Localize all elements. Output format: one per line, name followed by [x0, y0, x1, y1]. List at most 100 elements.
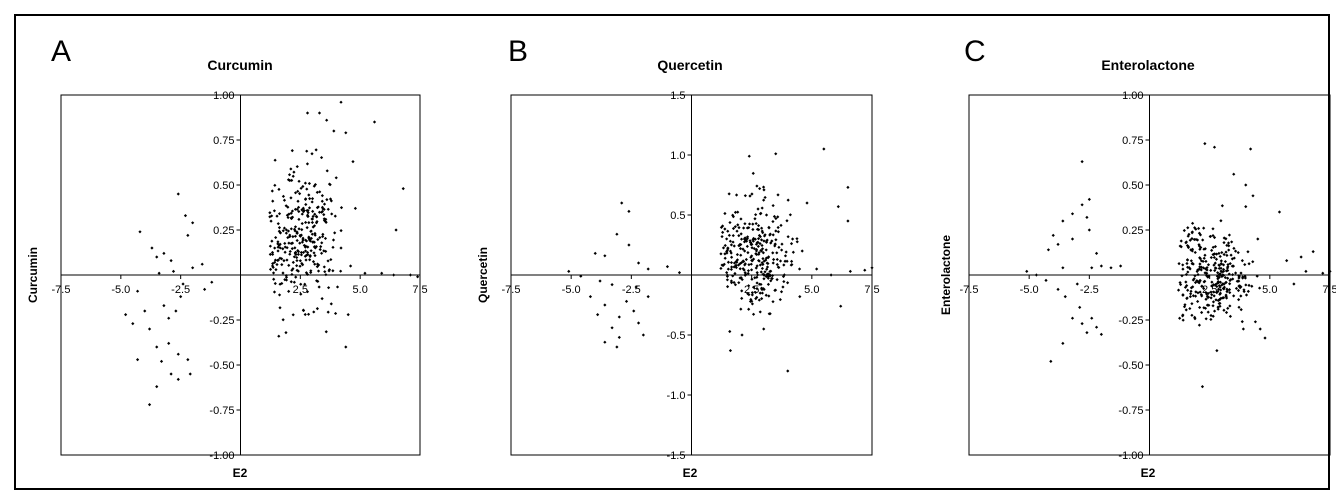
data-point	[278, 282, 282, 286]
data-point	[782, 279, 786, 284]
data-point	[1196, 273, 1200, 277]
data-point	[311, 260, 316, 264]
data-point	[738, 267, 742, 271]
data-point	[791, 250, 795, 254]
data-point	[318, 235, 322, 240]
data-point	[1226, 268, 1230, 273]
data-point	[282, 226, 287, 230]
data-point	[318, 247, 322, 252]
data-point	[736, 263, 741, 267]
data-point	[320, 194, 324, 198]
data-point	[759, 238, 764, 242]
data-point	[392, 273, 396, 277]
data-point	[1243, 262, 1247, 267]
data-point	[291, 234, 295, 239]
data-point	[1235, 279, 1239, 283]
data-point	[1241, 275, 1245, 279]
data-point	[1204, 259, 1208, 263]
data-point	[1221, 269, 1226, 274]
x-tick-label: -2.5	[1080, 284, 1099, 296]
data-point	[1214, 257, 1219, 261]
data-point	[1078, 305, 1082, 309]
data-point	[273, 158, 277, 162]
data-point	[300, 212, 304, 216]
data-point	[135, 358, 140, 362]
data-point	[1216, 271, 1220, 275]
data-point	[756, 207, 760, 211]
data-point	[1285, 259, 1289, 263]
data-point	[719, 225, 724, 229]
data-point	[1224, 310, 1229, 315]
data-point	[646, 295, 650, 299]
data-point	[761, 257, 765, 261]
data-point	[764, 274, 768, 279]
data-point	[285, 258, 289, 262]
x-tick-label: -2.5	[622, 284, 641, 296]
data-point	[309, 270, 313, 275]
x-axis-label: E2	[233, 466, 248, 480]
data-point	[1233, 249, 1238, 253]
data-point	[1236, 250, 1240, 255]
data-point	[1193, 294, 1198, 298]
data-point	[805, 201, 809, 205]
data-point	[733, 210, 738, 214]
data-point	[278, 231, 283, 235]
data-point	[304, 244, 308, 248]
data-point	[285, 246, 289, 250]
data-point	[313, 262, 317, 266]
y-axis-label: Quercetin	[476, 247, 490, 303]
data-point	[738, 276, 742, 280]
data-point	[1256, 237, 1260, 241]
data-point	[1207, 274, 1211, 278]
data-point	[1222, 273, 1226, 277]
data-point	[846, 219, 850, 223]
data-point	[759, 249, 764, 253]
data-point	[275, 214, 279, 218]
data-point	[722, 262, 726, 266]
data-point	[728, 329, 732, 334]
data-point	[1222, 241, 1226, 245]
data-point	[777, 245, 781, 249]
data-point	[1182, 228, 1186, 233]
data-point	[755, 271, 759, 275]
data-point	[281, 229, 285, 233]
data-point	[321, 232, 325, 236]
data-point	[1207, 303, 1211, 307]
data-point	[1191, 278, 1195, 282]
data-point	[299, 186, 303, 190]
data-point	[728, 220, 732, 225]
data-point	[1178, 316, 1182, 320]
data-point	[754, 297, 758, 301]
data-point	[290, 178, 294, 182]
data-point	[731, 215, 735, 219]
data-point	[1203, 306, 1208, 310]
data-point	[636, 321, 641, 325]
data-point	[751, 227, 755, 232]
data-point	[1247, 262, 1251, 266]
data-point	[1244, 205, 1248, 209]
data-point	[314, 214, 318, 218]
data-point	[749, 240, 753, 245]
data-point	[301, 238, 305, 242]
data-point	[751, 312, 756, 316]
data-point	[1210, 280, 1214, 284]
data-point	[167, 316, 171, 320]
data-point	[729, 255, 734, 259]
data-point	[290, 209, 295, 213]
data-point	[723, 243, 727, 248]
y-tick-label: -0.75	[1118, 405, 1143, 417]
data-point	[1177, 262, 1181, 266]
data-point	[728, 249, 733, 253]
data-point	[271, 271, 276, 275]
data-point	[1190, 221, 1195, 225]
data-point	[1203, 271, 1207, 275]
data-point	[1186, 270, 1190, 274]
data-point	[763, 195, 767, 200]
data-point	[280, 281, 284, 286]
data-point	[1216, 287, 1221, 291]
data-point	[1034, 273, 1038, 277]
data-point	[1200, 284, 1204, 288]
data-point	[303, 312, 307, 317]
data-point	[729, 260, 734, 265]
data-point	[292, 170, 296, 174]
